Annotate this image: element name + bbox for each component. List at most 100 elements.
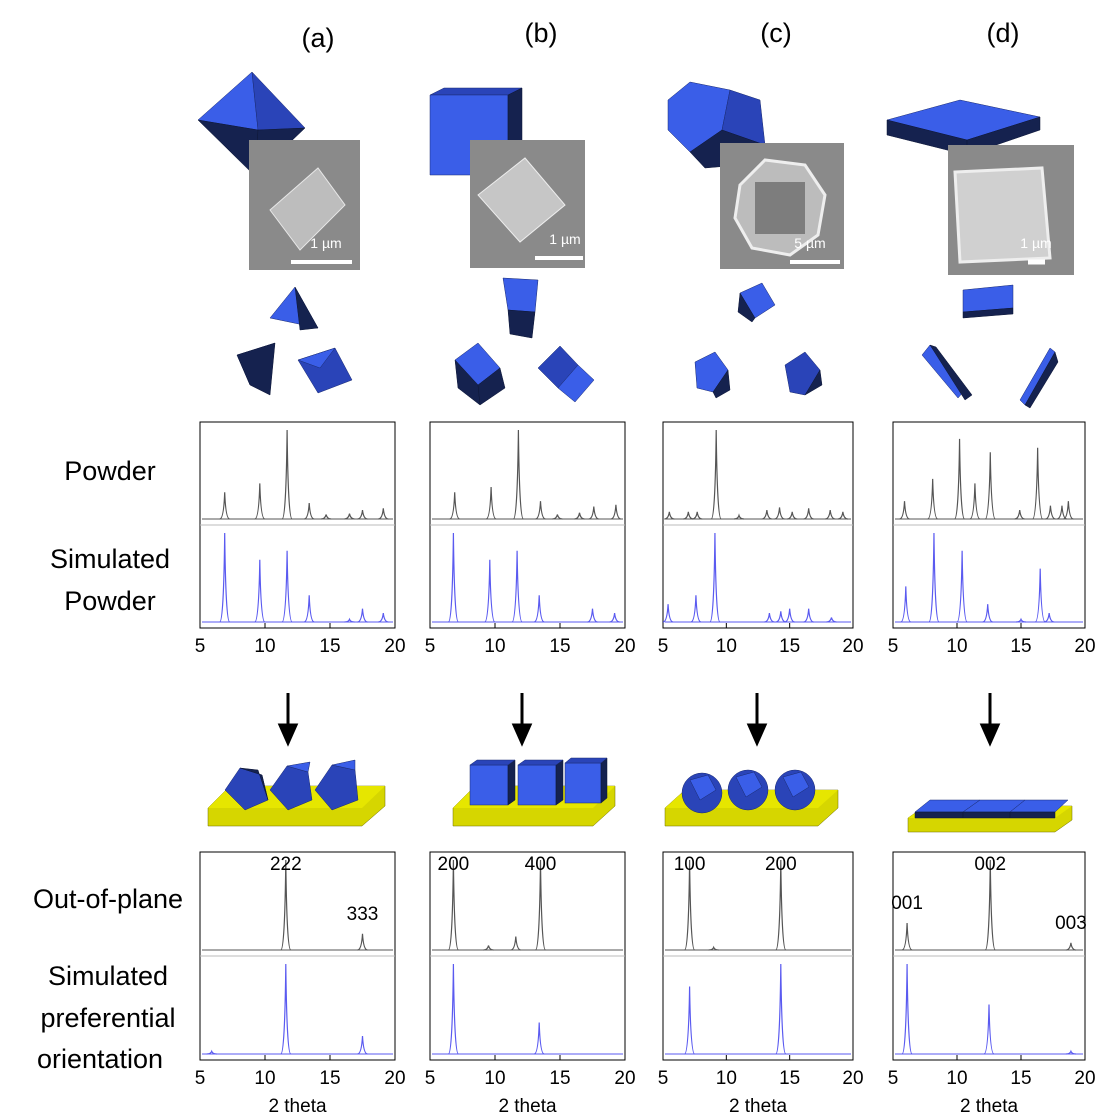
peak [1045, 506, 1055, 519]
peak [512, 551, 522, 622]
peak [804, 508, 814, 519]
peak [663, 604, 673, 622]
peak [826, 618, 836, 622]
row-label: Powder [64, 456, 156, 486]
x-tick-label: 15 [779, 1068, 800, 1089]
peak [358, 934, 368, 950]
peak [664, 512, 674, 519]
peak [1063, 501, 1073, 519]
column-label: (c) [760, 18, 791, 48]
peak [589, 507, 599, 519]
peak [304, 503, 314, 519]
peak [255, 483, 265, 519]
peak [220, 533, 230, 622]
peak [955, 439, 965, 519]
x-axis-label: 2 theta [498, 1096, 557, 1117]
peak [957, 551, 967, 622]
row-label: Simulated [48, 961, 168, 991]
x-tick-label: 20 [384, 1068, 405, 1089]
x-tick-label: 10 [484, 1068, 505, 1089]
peak [282, 430, 292, 519]
peak [575, 513, 585, 519]
peak [378, 508, 388, 519]
peak [762, 510, 772, 519]
peak [928, 479, 938, 519]
peak [448, 533, 458, 622]
peak [776, 611, 786, 622]
peak [692, 512, 702, 519]
peak [552, 515, 562, 519]
peak [486, 487, 496, 519]
x-tick-label: 15 [319, 636, 340, 657]
x-tick-label: 20 [842, 1068, 863, 1089]
peak [282, 551, 292, 622]
x-tick-label: 5 [195, 1068, 206, 1089]
peak [734, 515, 744, 519]
x-tick-label: 20 [614, 1068, 635, 1089]
peak [685, 987, 695, 1055]
x-tick-label: 5 [888, 1068, 899, 1089]
arrow [280, 693, 998, 743]
peak [511, 937, 521, 951]
peak [321, 515, 331, 519]
x-tick-label: 10 [484, 636, 505, 657]
peak [825, 510, 835, 519]
peak [691, 595, 701, 622]
peak [984, 1005, 994, 1055]
peak [304, 595, 314, 622]
sem-image: 5 µm [720, 143, 844, 269]
x-tick-label: 10 [254, 1068, 275, 1089]
peak [929, 533, 939, 622]
peak [901, 586, 911, 622]
peak-annotation: 002 [974, 854, 1006, 875]
scale-bar-label: 5 µm [794, 235, 825, 251]
x-axis-label: 2 theta [729, 1096, 788, 1117]
peak [536, 501, 546, 519]
x-tick-label: 5 [658, 1068, 669, 1089]
x-axis-label: 2 theta [960, 1096, 1019, 1117]
peak [588, 609, 598, 622]
peak [484, 946, 494, 951]
peak [358, 510, 368, 519]
x-tick-label: 5 [658, 636, 669, 657]
x-tick-label: 15 [1010, 636, 1031, 657]
x-tick-label: 15 [549, 636, 570, 657]
scale-bar-label: 1 µm [310, 235, 341, 251]
row-label: Out-of-plane [33, 884, 183, 914]
peak [220, 492, 230, 519]
peak [358, 1036, 368, 1054]
peak-annotation: 200 [438, 854, 470, 875]
peak [1015, 510, 1025, 519]
peak [838, 512, 848, 519]
x-tick-label: 10 [946, 636, 967, 657]
peak [683, 512, 693, 519]
peak [345, 514, 355, 519]
x-axis-label: 2 theta [268, 1096, 327, 1117]
sem-image: 1 µm [249, 140, 360, 270]
x-tick-label: 20 [614, 636, 635, 657]
peak [983, 604, 993, 622]
peak-annotation: 400 [525, 854, 557, 875]
oriented-crystals [208, 758, 1072, 832]
peak [513, 430, 523, 519]
peak [255, 560, 265, 622]
peak [900, 501, 910, 519]
x-tick-label: 20 [1074, 1068, 1095, 1089]
peak [787, 512, 797, 519]
x-tick-label: 15 [549, 1068, 570, 1089]
x-tick-label: 20 [842, 636, 863, 657]
row-label: orientation [37, 1044, 163, 1074]
peak [764, 613, 774, 622]
x-tick-label: 5 [888, 636, 899, 657]
peak-annotation: 001 [891, 893, 923, 914]
row-label: Simulated [50, 544, 170, 574]
peak [776, 964, 786, 1054]
peak [970, 483, 980, 519]
peak [358, 609, 368, 622]
peak [534, 1023, 544, 1055]
column-label: (b) [525, 18, 558, 48]
row-label: Powder [64, 586, 156, 616]
peak [281, 964, 291, 1054]
peak [610, 613, 620, 622]
x-tick-label: 20 [384, 636, 405, 657]
